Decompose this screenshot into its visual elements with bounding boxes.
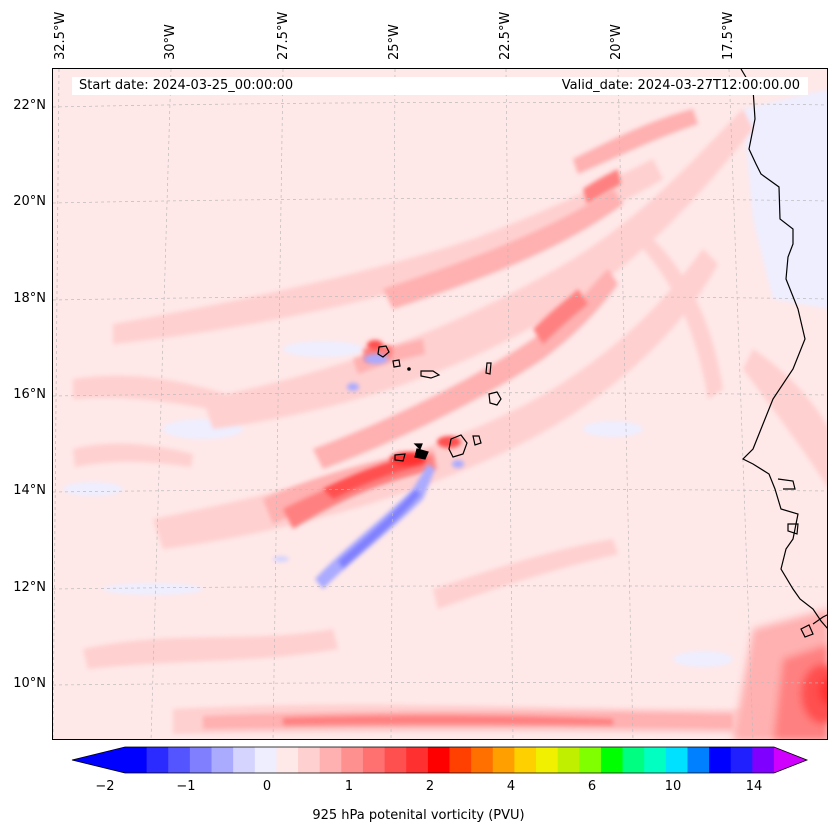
lon-label: 32.5°W: [53, 11, 68, 60]
colorbar-tick: −2: [95, 779, 115, 794]
lat-label: 12°N: [13, 580, 46, 595]
colorbar-segment: [406, 747, 429, 773]
colorbar-segment: [557, 747, 580, 773]
colorbar-segment: [665, 747, 688, 773]
colorbar-tick: 4: [506, 779, 516, 794]
colorbar-segment: [233, 747, 256, 773]
colorbar-outline: [71, 746, 809, 774]
valid-date-label: Valid_date: 2024-03-27T12:00:00.00: [561, 78, 800, 93]
colorbar-segment: [168, 747, 191, 773]
colorbar-segment: [125, 747, 148, 773]
colorbar-tick: 0: [262, 779, 272, 794]
lat-label: 16°N: [13, 387, 46, 402]
colorbar-segment: [622, 747, 645, 773]
colorbar-segment: [600, 747, 624, 773]
pv-contour-map: [53, 69, 827, 739]
colorbar-segment: [319, 747, 342, 773]
colorbar-tick: 10: [664, 779, 682, 794]
colorbar-segment: [146, 747, 169, 773]
lon-label: 20°W: [609, 24, 624, 60]
colorbar-segment: [189, 747, 213, 773]
colorbar-tick: 1: [344, 779, 354, 794]
african-coastline: [740, 69, 827, 638]
lat-label: 18°N: [13, 291, 46, 306]
colorbar-segment: [536, 747, 559, 773]
colorbar-label: 925 hPa potenital vorticity (PVU): [312, 808, 525, 823]
colorbar-segment: [644, 747, 667, 773]
colorbar-segment: [709, 747, 732, 773]
lon-label: 30°W: [163, 24, 178, 60]
colorbar-segment: [687, 747, 710, 773]
colorbar-tick: 2: [425, 779, 435, 794]
colorbar-segment: [471, 747, 494, 773]
graticule-lines: [53, 69, 827, 739]
lon-label: 17.5°W: [721, 11, 736, 60]
colorbar-segment: [254, 747, 277, 773]
lat-label: 22°N: [13, 98, 46, 113]
colorbar-segment: [276, 747, 299, 773]
colorbar-segment: [730, 747, 753, 773]
colorbar-segment: [384, 747, 407, 773]
colorbar-segment: [362, 747, 386, 773]
colorbar-segment: [514, 747, 537, 773]
lon-label: 27.5°W: [276, 11, 291, 60]
colorbar-segment: [579, 747, 602, 773]
lon-label: 22.5°W: [498, 11, 513, 60]
colorbar-segment: [427, 747, 450, 773]
colorbar: [71, 746, 809, 774]
lon-label: 25°W: [387, 24, 402, 60]
map-header-strip: [72, 77, 808, 95]
colorbar-tick: 14: [745, 779, 763, 794]
colorbar-tick: −1: [176, 779, 196, 794]
lat-label: 14°N: [13, 483, 46, 498]
colorbar-segment: [341, 747, 364, 773]
colorbar-extend-max: [774, 747, 807, 773]
colorbar-segment: [211, 747, 234, 773]
colorbar-segment: [449, 747, 472, 773]
colorbar-segment: [298, 747, 321, 773]
start-date-label: Start date: 2024-03-25_00:00:00: [79, 78, 294, 93]
colorbar-extend-min: [72, 747, 125, 773]
se-corner-pv-blob: [733, 609, 827, 739]
colorbar-tick: 6: [587, 779, 597, 794]
colorbar-segment: [492, 747, 515, 773]
cape-verde-islands: [377, 345, 502, 462]
lat-label: 20°N: [13, 194, 46, 209]
lat-label: 10°N: [13, 676, 46, 691]
colorbar-segment: [752, 747, 775, 773]
map-panel: [52, 68, 828, 740]
